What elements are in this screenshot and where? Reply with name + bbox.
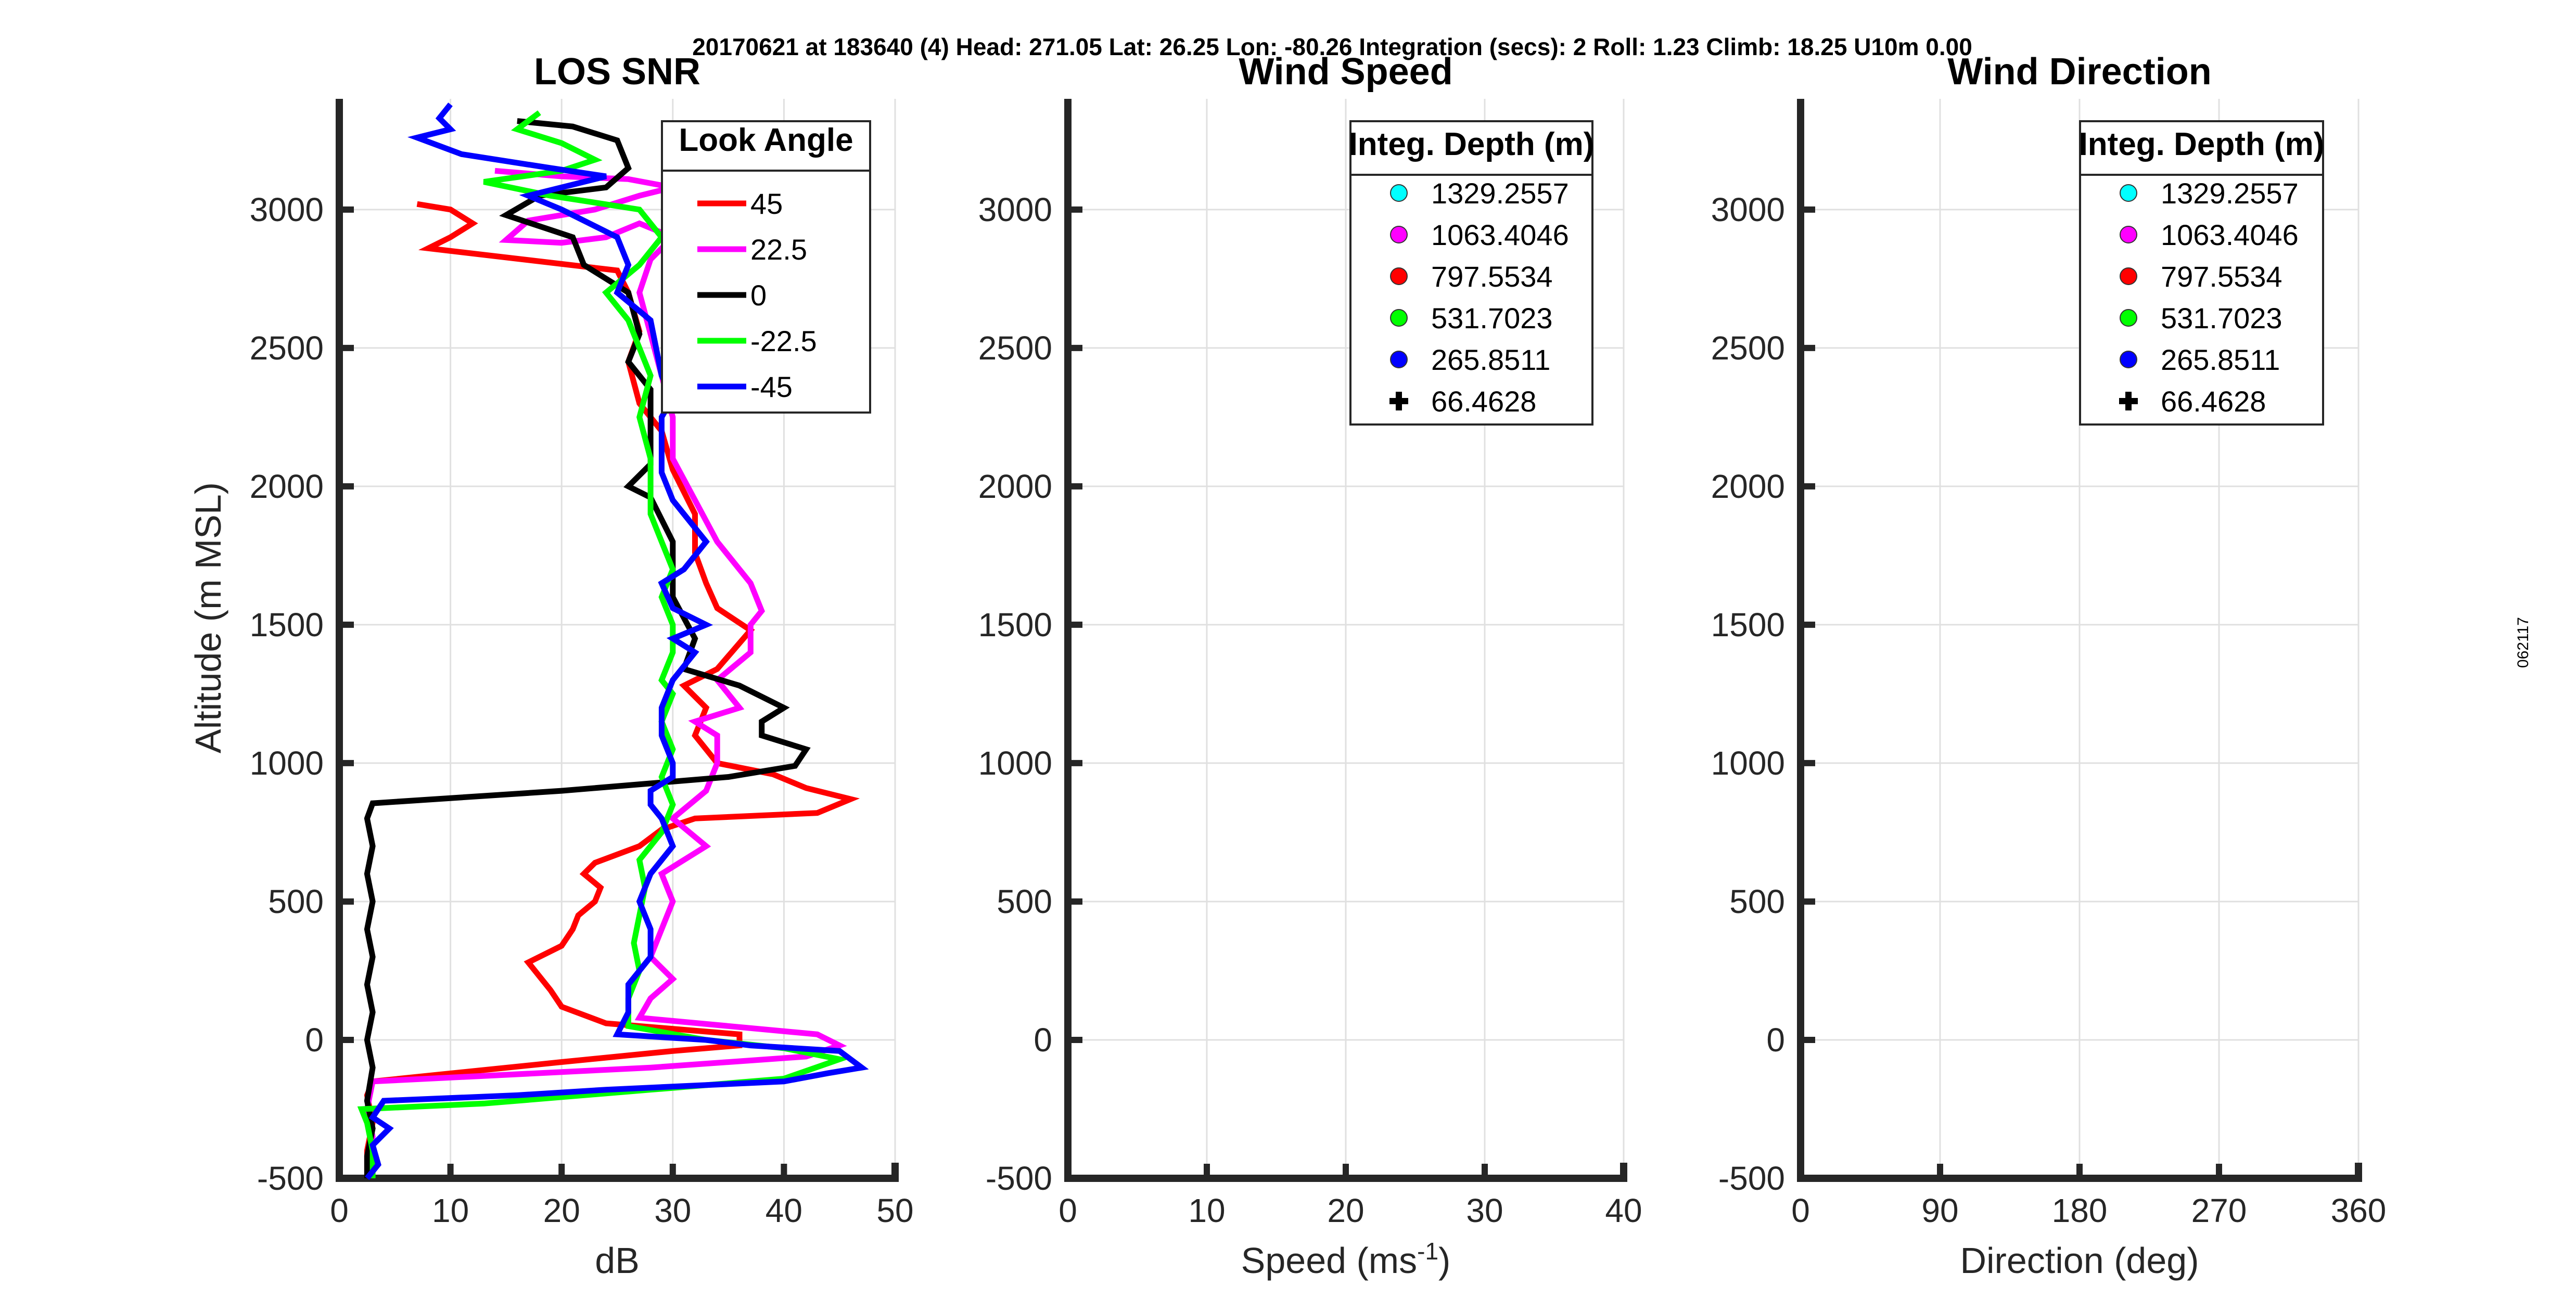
legend-marker-plus [1389, 392, 1408, 410]
y-tick-label: 500 [997, 883, 1052, 920]
x-tick-label: 0 [330, 1192, 349, 1229]
x-axis-label: Direction (deg) [1960, 1240, 2199, 1281]
y-tick-label: -500 [986, 1160, 1052, 1197]
y-tick-label: 500 [268, 883, 324, 920]
legend-entry-label: 45 [750, 187, 783, 220]
x-tick-label: 10 [1188, 1192, 1225, 1229]
y-tick-label: 2500 [978, 329, 1052, 367]
y-tick-label: 2000 [1711, 468, 1785, 505]
legend-entry-label: 1063.4046 [1431, 218, 1569, 251]
figure-suptitle: 20170621 at 183640 (4) Head: 271.05 Lat:… [692, 33, 1972, 60]
x-tick-label: 360 [2331, 1192, 2387, 1229]
series-line-22.5 [364, 168, 847, 1165]
legend-entry-label: 1329.2557 [2161, 177, 2299, 210]
series-line-45 [364, 201, 860, 1178]
legend-entry-label: 22.5 [750, 233, 807, 266]
x-tick-label: 90 [1921, 1192, 1958, 1229]
x-tick-label: 0 [1791, 1192, 1810, 1229]
side-stamp: 062117 [2515, 617, 2532, 668]
legend-entry-label: 1329.2557 [1431, 177, 1569, 210]
legend-entry-label: 1063.4046 [2161, 218, 2299, 251]
legend-entry-label: 797.5534 [1431, 260, 1553, 293]
x-axis-label-close: ) [1438, 1240, 1450, 1281]
y-tick-label: 1000 [978, 744, 1052, 782]
y-tick-label: 1000 [250, 744, 324, 782]
legend-entry-label: -45 [750, 370, 793, 403]
x-axis-label: Speed (ms-1) [1241, 1238, 1451, 1281]
legend-marker-circle [2120, 226, 2137, 243]
y-tick-label: 2500 [250, 329, 324, 367]
x-tick-label: 40 [1605, 1192, 1642, 1229]
y-tick-label: 0 [305, 1021, 324, 1059]
y-tick-label: 2000 [978, 468, 1052, 505]
legend-entry-label: 265.8511 [2161, 343, 2280, 376]
legend-entry-label: 531.7023 [2161, 302, 2282, 335]
y-tick-label: 3000 [978, 191, 1052, 228]
y-tick-label: 500 [1729, 883, 1785, 920]
y-tick-label: 3000 [250, 191, 324, 228]
wind-speed-panel: 0 10 20 30 40-500050010001500200025003000Win… [978, 51, 1642, 1281]
legend-marker-circle [2120, 351, 2137, 368]
legend-entry-label: -22.5 [750, 325, 817, 357]
legend-title: Integ. Depth (m) [1349, 126, 1595, 162]
y-tick-label: 3000 [1711, 191, 1785, 228]
series-line--45 [365, 102, 869, 1180]
legend-entry-label: 797.5534 [2161, 260, 2282, 293]
y-tick-label: 1500 [250, 606, 324, 644]
x-tick-label: 20 [543, 1192, 580, 1229]
x-tick-label: 50 [876, 1192, 913, 1229]
legend-marker-circle [1390, 184, 1408, 202]
y-tick-label: 1000 [1711, 744, 1785, 782]
legend-marker-circle [1390, 226, 1408, 243]
x-axis-label-text: Speed (ms [1241, 1240, 1417, 1281]
wind-direction-panel: 0 90 180 270 360-500050010001500200025003000… [1711, 51, 2387, 1281]
x-tick-label: 30 [1466, 1192, 1503, 1229]
x-tick-label: 20 [1327, 1192, 1364, 1229]
wind-speed-title: Wind Speed [1239, 51, 1452, 93]
y-tick-label: 2000 [250, 468, 324, 505]
x-tick-label: 180 [2052, 1192, 2108, 1229]
legend-marker-circle [1390, 351, 1408, 368]
series-line--22.5 [357, 110, 851, 1178]
legend-entry-label: 265.8511 [1431, 343, 1550, 376]
legend-marker-circle [1390, 267, 1408, 285]
legend-marker-circle [1390, 309, 1408, 327]
y-tick-label: 0 [1766, 1021, 1785, 1059]
legend-marker-circle [2120, 184, 2137, 202]
y-tick-label: 1500 [1711, 606, 1785, 644]
x-axis-label-superscript: -1 [1417, 1238, 1438, 1265]
x-axis-label: dB [595, 1240, 640, 1281]
x-tick-label: 30 [654, 1192, 691, 1229]
y-tick-label: 1500 [978, 606, 1052, 644]
wind-direction-title: Wind Direction [1947, 51, 2211, 93]
y-tick-label: 2500 [1711, 329, 1785, 367]
x-tick-label: 0 [1059, 1192, 1077, 1229]
los-snr-title: LOS SNR [534, 51, 700, 93]
y-tick-label: -500 [1718, 1160, 1785, 1197]
legend-marker-circle [2120, 267, 2137, 285]
legend-entry-label: 531.7023 [1431, 302, 1553, 335]
legend-title: Integ. Depth (m) [2079, 126, 2325, 162]
y-tick-label: -500 [257, 1160, 324, 1197]
x-tick-label: 40 [766, 1192, 802, 1229]
legend-entry-label: 66.4628 [1431, 385, 1536, 418]
legend-entry-label: 0 [750, 279, 767, 312]
legend-entry-label: 66.4628 [2161, 385, 2266, 418]
legend-box [661, 120, 871, 414]
series-line-0 [364, 118, 811, 1178]
legend-title: Look Angle [679, 122, 853, 158]
x-tick-label: 270 [2191, 1192, 2247, 1229]
x-tick-label: 10 [432, 1192, 469, 1229]
los-snr-panel: 0 10 20 30 40 50-500050010001500200025003000L… [188, 51, 914, 1281]
y-axis-label: Altitude (m MSL) [188, 482, 228, 753]
y-tick-label: 0 [1034, 1021, 1052, 1059]
legend-marker-circle [2120, 309, 2137, 327]
legend-marker-plus [2119, 392, 2138, 410]
